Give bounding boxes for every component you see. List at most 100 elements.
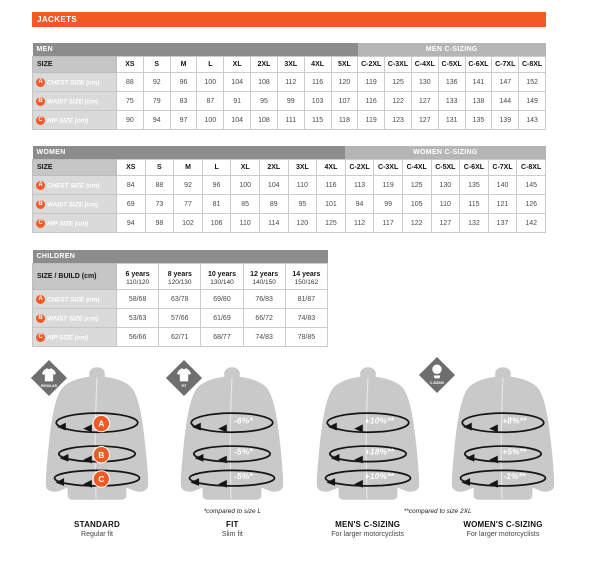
value-cell: 53/63 [115, 308, 160, 328]
measure-ring [326, 412, 410, 434]
size-tables: MEN MEN C-SIZING SIZE XS S M L XL 2XL 3XL 4XL 5XL C-… [32, 43, 568, 347]
fit-figures: REGULAR A B C STANDARD Regular fit FIT -6%* -5%*… [30, 356, 568, 538]
value-cell: 123 [384, 110, 412, 130]
value-cell: 77 [173, 194, 203, 214]
ring-percent-value: +10%** [364, 471, 394, 481]
value-cell: 69 [116, 194, 146, 214]
value-cell: 95 [250, 91, 278, 111]
value-cell: 69/80 [200, 289, 244, 309]
ring-percent-value: -6%* [234, 416, 253, 426]
value-cell: 104 [223, 72, 252, 92]
size-header-cell: L [201, 159, 232, 176]
figure-note [438, 508, 568, 517]
jacket-icon [41, 368, 57, 382]
value-cell: 130 [430, 175, 461, 195]
value-cell: 115 [459, 194, 489, 214]
value-cell: 68/77 [200, 327, 244, 347]
ring-percent-value: +5%** [502, 447, 527, 457]
value-cell: 127 [410, 91, 439, 111]
measurement-row: B WAIST SIZE (cm) 53/63 57/66 61/69 66/72 74/8… [32, 308, 329, 328]
build-label: 150/162 [294, 278, 319, 286]
figure-mens-c-sizing: +10%** +18%** +10%** **compared to size 2XL… [303, 362, 472, 538]
measure-marker-letter: C [98, 475, 104, 484]
value-cell: 73 [144, 194, 175, 214]
measure-marker-c: C [36, 115, 45, 125]
jacket-seam [229, 377, 233, 499]
value-cell: 116 [303, 72, 332, 92]
measure-marker-letter: A [98, 420, 104, 429]
fit-badge: FIT [165, 359, 203, 397]
arrow-left-icon [55, 478, 65, 486]
value-cell: 104 [223, 110, 252, 130]
size-header-cell: L [196, 56, 225, 73]
measurement-label: WAIST SIZE (cm) [47, 200, 98, 208]
ring-percent-value: +18%** [364, 447, 394, 457]
value-cell: 107 [330, 91, 359, 111]
figure-subtitle: For larger motorcyclists [331, 531, 405, 538]
value-cell: 127 [410, 110, 439, 130]
value-cell: 58/68 [115, 289, 160, 309]
value-cell: 85 [230, 194, 260, 214]
value-cell: 133 [437, 91, 466, 111]
build-label: 120/130 [168, 278, 192, 286]
size-header-cell: XL [230, 159, 260, 176]
arrow-left-icon [218, 455, 228, 464]
value-cell: 110 [287, 175, 318, 195]
jacket-silhouette: +10%** +18%** +10%** [316, 367, 419, 500]
arrow-left-icon [353, 424, 363, 433]
value-cell: 119 [357, 72, 386, 92]
size-header-cell: C-8XL [518, 56, 546, 73]
value-cell: 99 [373, 194, 403, 214]
value-cell: 94 [344, 194, 375, 214]
measure-marker-a: A [36, 294, 45, 304]
value-cell: 135 [464, 110, 493, 130]
value-cell: 140 [487, 175, 518, 195]
value-cell: 149 [518, 91, 546, 111]
value-cell: 94 [142, 110, 171, 130]
age-label: 8 years [167, 270, 192, 278]
measurement-row: A CHEST SIZE (cm) 58/68 63/78 69/80 76/83 81/8… [32, 289, 329, 309]
figure-title: FIT [226, 520, 239, 529]
value-cell: 147 [491, 72, 520, 92]
jacket-silhouette: -6%* -5%* -5%* [181, 367, 284, 500]
age-label: 10 years [207, 270, 236, 278]
measure-marker-c: C [36, 218, 45, 228]
value-cell: 108 [250, 110, 278, 130]
size-header-cell: M [169, 56, 198, 73]
size-header-cell: C-4XL [401, 159, 432, 176]
measurement-label: HIP SIZE (cm) [47, 116, 89, 124]
value-cell: 122 [401, 213, 432, 233]
value-cell: 78/85 [284, 327, 329, 347]
figure-subtitle: Slim fit [221, 531, 243, 538]
value-cell: 135 [459, 175, 489, 195]
figure-note [32, 508, 162, 517]
value-cell: 63/78 [158, 289, 202, 309]
measure-ring [463, 445, 542, 463]
value-cell: 139 [491, 110, 520, 130]
measurement-row: A CHEST SIZE (cm) 88 92 96 100 104 108 112 116 120… [32, 72, 546, 92]
figure-standard: REGULAR A B C STANDARD Regular fit [30, 359, 162, 538]
measurement-label: WAIST SIZE (cm) [47, 314, 98, 322]
measurement-label-cell: A CHEST SIZE (cm) [32, 289, 117, 309]
size-header-cell: C-2XL [357, 56, 386, 73]
value-cell: 120 [287, 213, 318, 233]
measurement-label: HIP SIZE (cm) [47, 219, 89, 227]
value-cell: 96 [169, 72, 198, 92]
build-label: 110/120 [126, 278, 150, 286]
value-cell: 116 [357, 91, 386, 111]
measure-marker-badge [92, 445, 111, 464]
sizing-chart-content: JACKETS MEN MEN C-SIZING SIZE XS S M L XL 2XL 3XL… [30, 12, 568, 538]
value-cell: 102 [173, 213, 203, 233]
size-header-cell: 2XL [250, 56, 278, 73]
svg-text:REGULAR: REGULAR [41, 384, 58, 388]
value-cell: 125 [384, 72, 412, 92]
jacket-silhouette: +8%** +5%** -1%** [451, 367, 555, 500]
measurement-row: B WAIST SIZE (cm) 75 79 83 87 91 95 99 103 107 116 1… [32, 91, 546, 111]
measure-ring [328, 445, 407, 463]
size-label-cell: SIZE / BUILD (cm) [32, 263, 117, 290]
age-header-cell: 8 years 120/130 [158, 263, 202, 290]
measurement-label-cell: B WAIST SIZE (cm) [32, 194, 117, 214]
jacket-icon [177, 368, 192, 382]
age-label: 6 years [125, 270, 150, 278]
value-cell: 100 [196, 72, 225, 92]
